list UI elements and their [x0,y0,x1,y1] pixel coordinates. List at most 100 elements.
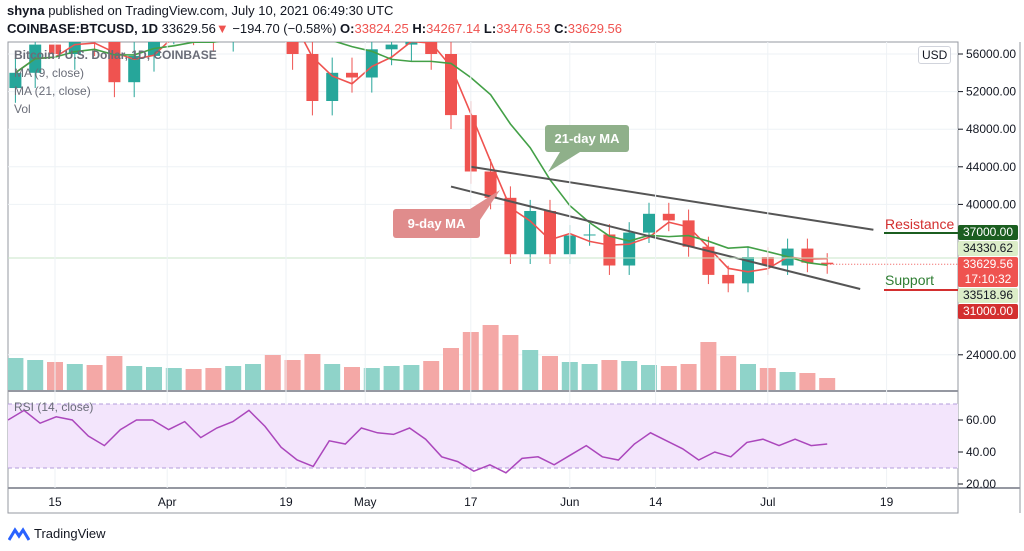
volume-bar [126,366,143,390]
volume-bar [799,373,816,390]
volume-bar [700,342,717,390]
legend-ma9[interactable]: MA (9, close) [14,66,85,80]
x-tick-label: 19 [880,495,894,509]
y-tick-label: 24000.00 [966,348,1016,362]
resistance-label: Resistance [885,216,955,232]
support-price-label: 31000.00 [958,304,1018,319]
last-price: 33629.56 [161,21,216,36]
candle [267,0,279,16]
candle [128,55,141,83]
upper-price-label: 34330.62 [958,241,1018,256]
h-label: H: [412,21,427,36]
candle [524,210,537,255]
candle [247,0,259,16]
close: 33629.56 [567,21,623,36]
currency-badge[interactable]: USD [918,46,952,64]
volume-bar [146,367,162,390]
rsi-tick-label: 60.00 [966,413,996,427]
candle [188,26,200,29]
x-tick-label: 19 [279,495,293,509]
y-tick-label: 44000.00 [966,160,1016,174]
volume-bar [819,378,836,390]
candle [425,42,438,54]
candle [89,35,101,40]
candle [722,274,735,284]
volume-bar [205,368,222,390]
tradingview-logo[interactable]: TradingView [8,526,106,541]
candle [702,246,715,275]
volume-bar [185,369,202,390]
x-tick-label: May [354,495,377,509]
candle [445,54,457,116]
volume-bar [225,366,242,390]
x-tick-label: Jul [760,495,775,509]
y-tick-label: 40000.00 [966,197,1016,211]
candle [405,42,418,45]
volume-bar [502,335,519,390]
c-label: C: [554,21,568,36]
ma9-callout: 9-day MA [393,209,480,238]
bar-countdown: 17:10:32 [964,272,1012,286]
publish-info: shyna published on TradingView.com, July… [7,3,393,18]
candle [623,232,636,266]
author: shyna [7,3,45,18]
lower-price-label: 33518.96 [958,288,1018,303]
candle [742,257,754,284]
volume-bar [304,354,321,390]
volume-bar [27,360,44,390]
candle [207,29,219,36]
last-price-value: 33629.56 [962,257,1014,271]
x-tick-label: Jun [560,495,579,509]
volume-bar [443,348,459,390]
volume-bar [581,364,598,390]
candle [385,44,398,50]
brand-name: TradingView [34,526,106,541]
candle [9,72,22,89]
last-price-label: 33629.56 17:10:32 [958,257,1018,287]
resistance-price-label: 37000.00 [958,225,1018,240]
candle [108,42,121,83]
high: 34267.14 [426,21,481,36]
volume-bar [245,364,261,390]
candle [168,26,180,28]
candle [583,234,596,236]
x-tick-label: 15 [48,495,62,509]
ma21-callout-pointer [548,152,580,172]
volume-bar [8,358,24,390]
legend-ma21[interactable]: MA (21, close) [14,84,91,98]
volume-bar [740,364,756,390]
volume-bar [680,364,697,390]
support-label: Support [885,272,935,288]
x-tick-label: 17 [464,495,478,509]
x-tick-label: Apr [158,495,177,509]
candle [306,54,319,101]
open: 33824.25 [354,21,409,36]
volume-bar [86,365,103,390]
legend-title: Bitcoin / U.S. Dollar, 1D, COINBASE [14,48,217,62]
legend-vol[interactable]: Vol [14,102,31,116]
candle [603,234,616,266]
candle [365,49,378,78]
volume-bar [641,365,657,390]
candle [544,210,556,255]
volume-bar [601,360,618,390]
volume-bar [423,361,440,390]
legend-rsi[interactable]: RSI (14, close) [14,400,94,414]
volume-bar [284,360,301,390]
volume-bar [363,368,380,390]
volume-bar [66,364,83,390]
low: 33476.53 [496,21,551,36]
volume-bar [542,356,558,390]
candle [662,213,675,221]
rsi-line [7,409,828,474]
symbol-info: COINBASE:BTCUSD, 1D 33629.56▼ −194.70 (−… [7,21,622,36]
l-label: L: [483,21,497,36]
candle [326,72,339,101]
ma21-line [14,42,828,266]
volume-bar [383,366,400,390]
trend-line [470,165,874,231]
price-pane [8,0,958,390]
y-tick-label: 52000.00 [966,85,1016,99]
rsi-band [8,404,958,468]
